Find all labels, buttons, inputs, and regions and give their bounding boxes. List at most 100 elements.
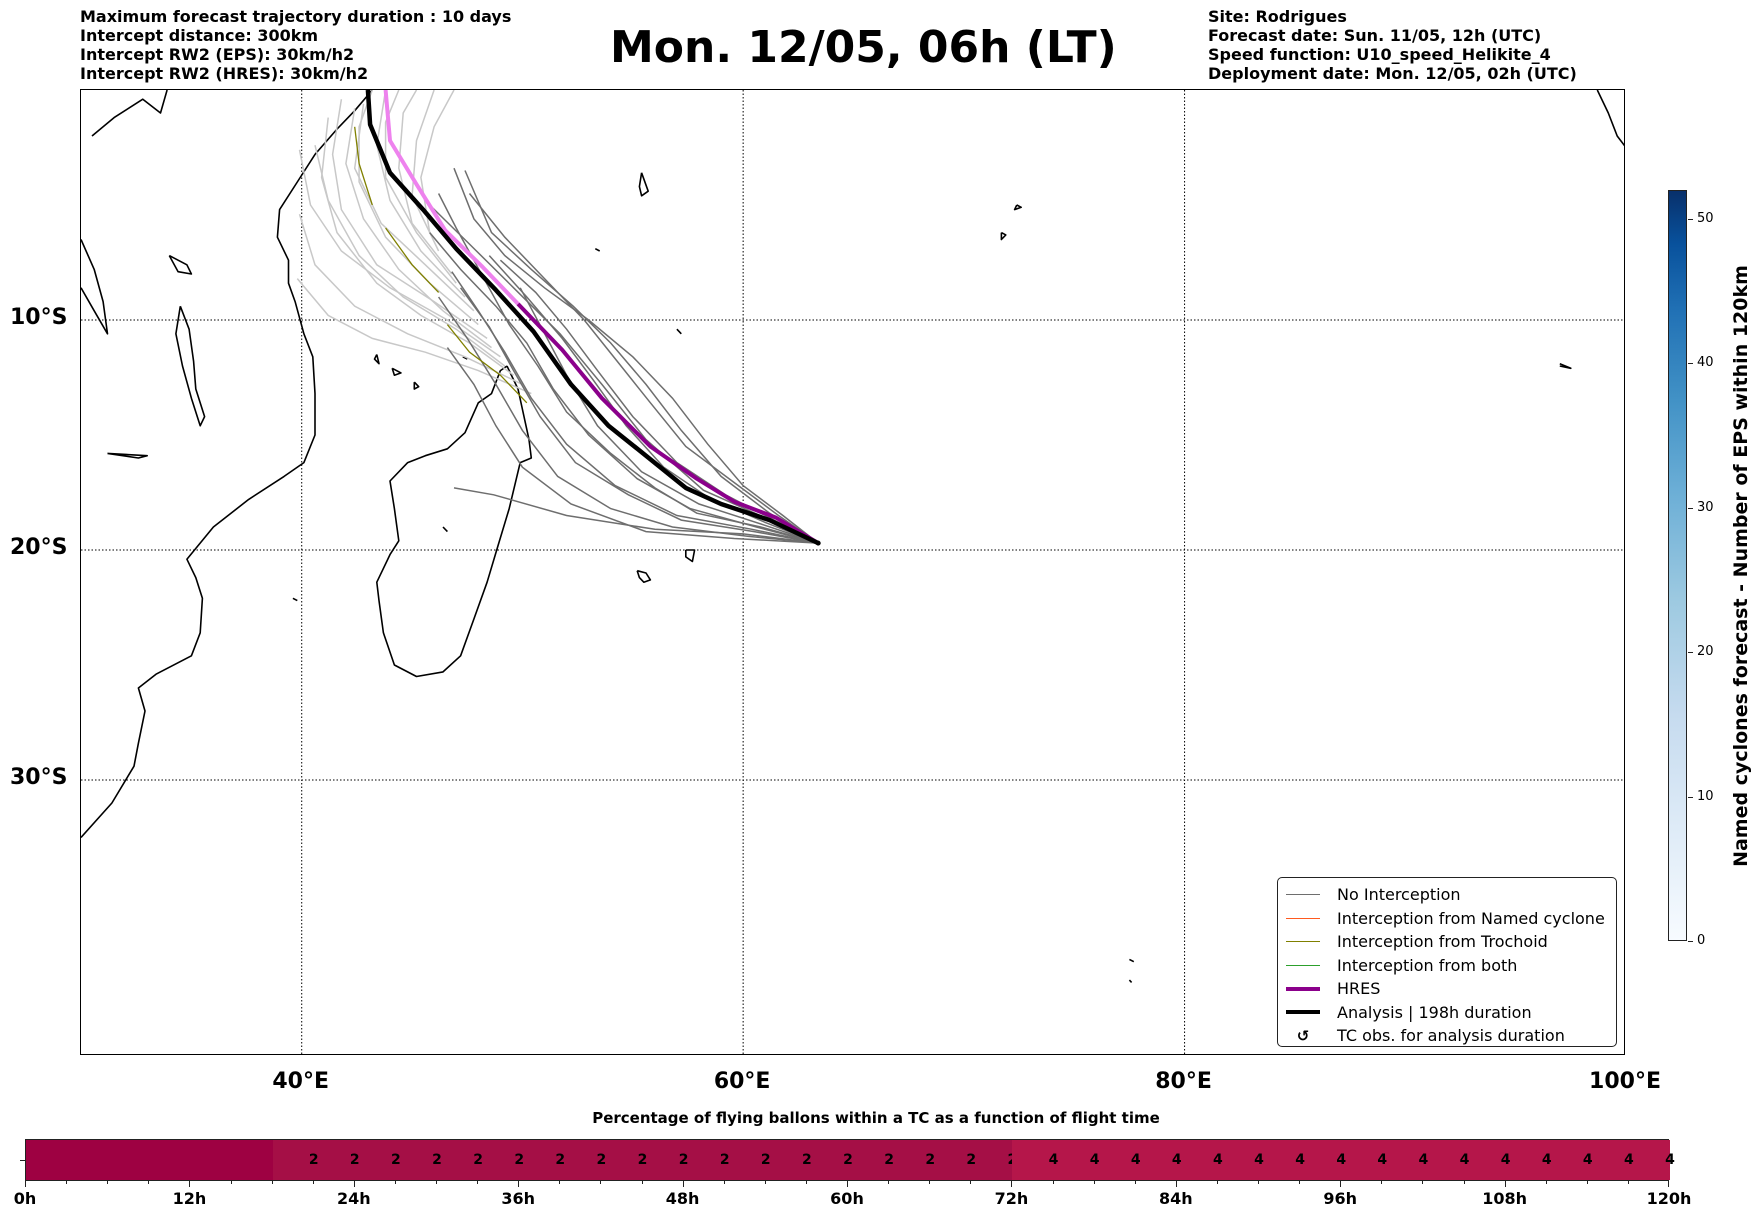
forecast-parameter-line: Maximum forecast trajectory duration : 1… bbox=[80, 7, 512, 26]
timebar-axis-tick bbox=[20, 1160, 25, 1161]
timebar-value: 4 bbox=[1048, 1152, 1059, 1168]
timebar-tick-label: 12h bbox=[172, 1189, 207, 1208]
coastline bbox=[1559, 362, 1572, 370]
timebar-minor-tick bbox=[888, 1181, 890, 1184]
timebar-minor-tick bbox=[1422, 1181, 1424, 1184]
colorbar-tick bbox=[1688, 507, 1693, 509]
timebar-tick-label: 24h bbox=[336, 1189, 371, 1208]
timebar-value: 4 bbox=[1665, 1152, 1675, 1168]
timebar-value: 2 bbox=[473, 1152, 483, 1168]
colorbar-tick-label: 0 bbox=[1697, 933, 1706, 948]
legend-swatch bbox=[1286, 986, 1320, 991]
timebar-minor-tick bbox=[723, 1181, 725, 1184]
ensemble-track bbox=[420, 90, 455, 233]
coastline bbox=[1128, 979, 1133, 983]
timebar-minor-tick bbox=[312, 1181, 314, 1184]
timebar-value: 2 bbox=[678, 1152, 689, 1168]
launch-site-marker bbox=[815, 540, 821, 546]
coastline bbox=[594, 247, 601, 252]
timebar-minor-tick bbox=[1299, 1181, 1301, 1184]
coastline bbox=[462, 356, 468, 360]
legend-label: Interception from Trochoid bbox=[1337, 932, 1548, 952]
ensemble-track bbox=[331, 99, 488, 340]
timebar-value: 2 bbox=[966, 1152, 977, 1168]
timebar-tick-label: 48h bbox=[665, 1189, 700, 1208]
timebar-value: 2 bbox=[555, 1152, 566, 1168]
timebar-value: 2 bbox=[391, 1152, 401, 1168]
legend-item: Interception from Trochoid bbox=[1286, 930, 1616, 954]
coastline bbox=[81, 90, 373, 839]
timebar-value: 2 bbox=[802, 1152, 812, 1168]
latitude-label: 10°S bbox=[10, 305, 68, 330]
timebar-value: 2 bbox=[925, 1152, 936, 1168]
colorbar-tick bbox=[1688, 652, 1693, 654]
map-legend: No Interception Interception from Named c… bbox=[1277, 877, 1617, 1047]
coastline bbox=[413, 381, 420, 390]
site-info-line: Site: Rodrigues bbox=[1208, 7, 1347, 26]
timebar-minor-tick bbox=[764, 1181, 766, 1184]
timebar-minor-tick bbox=[1586, 1181, 1588, 1184]
colorbar-tick bbox=[1688, 363, 1693, 365]
trochoid-track bbox=[354, 126, 373, 206]
colorbar-tick-label: 10 bbox=[1697, 788, 1714, 804]
site-info-line: Speed function: U10_speed_Helikite_4 bbox=[1208, 45, 1551, 64]
timebar-minor-tick bbox=[1052, 1181, 1054, 1184]
ensemble-track bbox=[376, 90, 466, 298]
timebar-value: 4 bbox=[1459, 1152, 1470, 1168]
timebar-minor-tick bbox=[929, 1181, 931, 1184]
timebar-minor-tick bbox=[1381, 1181, 1383, 1184]
legend-item: HRES bbox=[1286, 977, 1616, 1001]
legend-label: No Interception bbox=[1337, 885, 1461, 905]
trochoid-track bbox=[446, 324, 528, 404]
timebar-tick-label: 36h bbox=[501, 1189, 536, 1208]
longitude-label: 100°E bbox=[1589, 1069, 1661, 1094]
timebar-tick-label: 108h bbox=[1482, 1189, 1527, 1208]
site-info-line: Deployment date: Mon. 12/05, 02h (UTC) bbox=[1208, 64, 1577, 83]
timebar-value: 4 bbox=[1171, 1152, 1182, 1168]
timebar-minor-tick bbox=[1463, 1181, 1465, 1184]
timebar-major-tick bbox=[353, 1181, 355, 1187]
coastline bbox=[107, 452, 148, 459]
legend-swatch bbox=[1286, 917, 1320, 919]
timebar-value: 2 bbox=[432, 1152, 442, 1168]
colorbar-tick bbox=[1688, 796, 1693, 798]
legend-label: TC obs. for analysis duration bbox=[1337, 1026, 1565, 1046]
ensemble-track bbox=[298, 149, 501, 358]
legend-swatch bbox=[1286, 894, 1320, 896]
ensemble-track bbox=[451, 271, 819, 544]
timebar-minor-tick bbox=[805, 1181, 807, 1184]
timebar-minor-tick bbox=[559, 1181, 561, 1184]
timebar-tick-label: 72h bbox=[994, 1189, 1029, 1208]
timebar-value: 2 bbox=[719, 1152, 730, 1168]
colorbar-tick-label: 50 bbox=[1697, 210, 1714, 226]
coastline bbox=[442, 526, 448, 533]
timebar-title: Percentage of flying ballons within a TC… bbox=[592, 1109, 1160, 1127]
ensemble-track bbox=[453, 167, 819, 544]
coastline bbox=[373, 354, 380, 365]
timebar-tick-label: 60h bbox=[830, 1189, 864, 1208]
timebar-segment bbox=[272, 1140, 1013, 1180]
timebar-value: 2 bbox=[760, 1152, 771, 1168]
legend-label: Interception from Named cyclone bbox=[1337, 908, 1605, 928]
ensemble-track bbox=[437, 193, 819, 544]
timebar-value: 2 bbox=[349, 1152, 360, 1168]
hres-track bbox=[516, 302, 820, 545]
longitude-label: 60°E bbox=[713, 1069, 771, 1094]
timebar-minor-tick bbox=[1216, 1181, 1218, 1184]
coastline bbox=[175, 305, 206, 427]
timebar-minor-tick bbox=[641, 1181, 643, 1184]
graticule bbox=[81, 90, 1624, 1054]
timebar-minor-tick bbox=[271, 1181, 273, 1184]
colorbar-tick-label: 20 bbox=[1697, 644, 1714, 660]
timebar-value: 4 bbox=[1089, 1152, 1100, 1168]
eps-count-colorbar bbox=[1668, 190, 1687, 941]
legend-label: Analysis | 198h duration bbox=[1337, 1002, 1532, 1022]
coastline bbox=[636, 569, 652, 584]
longitude-label: 40°E bbox=[272, 1069, 330, 1094]
timebar-value: 2 bbox=[596, 1152, 607, 1168]
timebar-tick-label: 84h bbox=[1158, 1189, 1193, 1208]
timebar-segment bbox=[1012, 1140, 1670, 1180]
timebar-minor-tick bbox=[970, 1181, 972, 1184]
timebar-major-tick bbox=[1011, 1181, 1013, 1187]
timebar-major-tick bbox=[518, 1181, 520, 1187]
